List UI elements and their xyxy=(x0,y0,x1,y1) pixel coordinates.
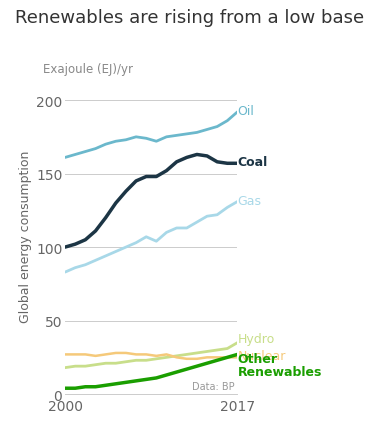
Text: Coal: Coal xyxy=(237,156,268,169)
Text: Exajoule (EJ)/yr: Exajoule (EJ)/yr xyxy=(43,63,133,76)
Text: Gas: Gas xyxy=(237,194,262,207)
Y-axis label: Global energy consumption: Global energy consumption xyxy=(19,151,32,322)
Text: Hydro: Hydro xyxy=(237,332,275,345)
Text: Data: BP: Data: BP xyxy=(192,381,234,391)
Text: Renewables are rising from a low base: Renewables are rising from a low base xyxy=(15,9,365,27)
Text: Nuclear: Nuclear xyxy=(237,350,286,363)
Text: Oil: Oil xyxy=(237,105,254,117)
Text: Other
Renewables: Other Renewables xyxy=(237,352,322,378)
